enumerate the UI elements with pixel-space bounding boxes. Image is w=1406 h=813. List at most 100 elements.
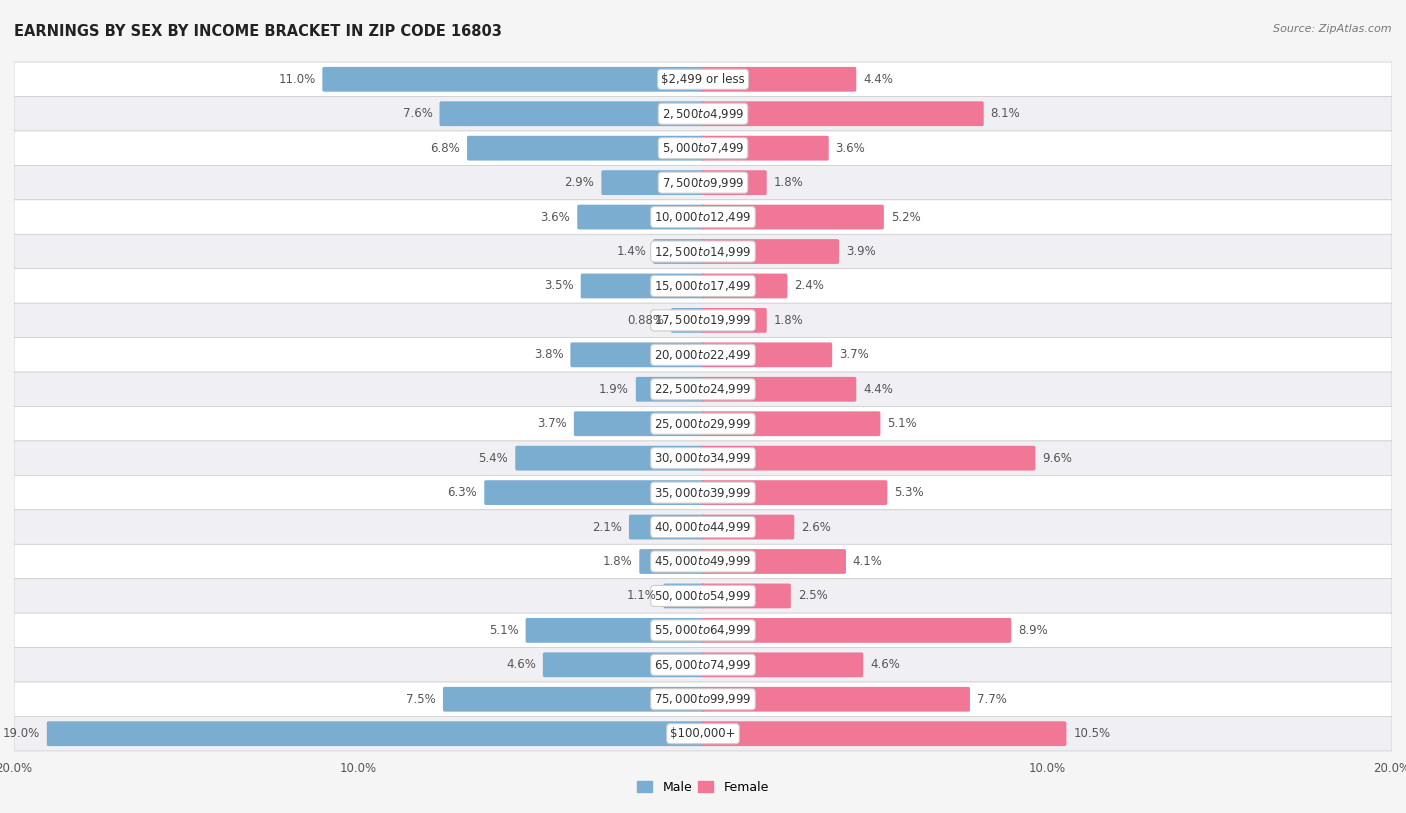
Text: 5.1%: 5.1%: [887, 417, 917, 430]
FancyBboxPatch shape: [702, 515, 794, 540]
Text: 4.4%: 4.4%: [863, 73, 893, 86]
Text: 5.2%: 5.2%: [891, 211, 921, 224]
FancyBboxPatch shape: [640, 549, 704, 574]
Text: 8.9%: 8.9%: [1018, 624, 1047, 637]
FancyBboxPatch shape: [636, 377, 704, 402]
Text: 5.3%: 5.3%: [894, 486, 924, 499]
Text: $50,000 to $54,999: $50,000 to $54,999: [654, 589, 752, 603]
FancyBboxPatch shape: [702, 67, 856, 92]
Text: 2.5%: 2.5%: [797, 589, 828, 602]
FancyBboxPatch shape: [14, 131, 1392, 165]
Text: 3.6%: 3.6%: [541, 211, 571, 224]
Text: 1.8%: 1.8%: [773, 176, 803, 189]
FancyBboxPatch shape: [702, 102, 984, 126]
FancyBboxPatch shape: [702, 205, 884, 229]
FancyBboxPatch shape: [702, 170, 766, 195]
Text: $65,000 to $74,999: $65,000 to $74,999: [654, 658, 752, 672]
FancyBboxPatch shape: [14, 97, 1392, 131]
FancyBboxPatch shape: [702, 411, 880, 436]
Text: 1.4%: 1.4%: [616, 245, 647, 258]
FancyBboxPatch shape: [702, 273, 787, 298]
FancyBboxPatch shape: [14, 337, 1392, 372]
Text: $22,500 to $24,999: $22,500 to $24,999: [654, 382, 752, 396]
FancyBboxPatch shape: [702, 136, 828, 161]
Text: 7.5%: 7.5%: [406, 693, 436, 706]
FancyBboxPatch shape: [526, 618, 704, 643]
FancyBboxPatch shape: [14, 234, 1392, 269]
Text: 1.8%: 1.8%: [603, 555, 633, 568]
Text: 7.7%: 7.7%: [977, 693, 1007, 706]
Text: $40,000 to $44,999: $40,000 to $44,999: [654, 520, 752, 534]
FancyBboxPatch shape: [14, 165, 1392, 200]
Text: $5,000 to $7,499: $5,000 to $7,499: [662, 141, 744, 155]
FancyBboxPatch shape: [14, 441, 1392, 476]
Text: 19.0%: 19.0%: [3, 727, 39, 740]
FancyBboxPatch shape: [702, 652, 863, 677]
Text: 3.6%: 3.6%: [835, 141, 865, 154]
Text: 5.1%: 5.1%: [489, 624, 519, 637]
FancyBboxPatch shape: [440, 102, 704, 126]
Text: $35,000 to $39,999: $35,000 to $39,999: [654, 485, 752, 500]
FancyBboxPatch shape: [543, 652, 704, 677]
FancyBboxPatch shape: [14, 682, 1392, 716]
Text: $20,000 to $22,499: $20,000 to $22,499: [654, 348, 752, 362]
Text: 9.6%: 9.6%: [1042, 452, 1073, 465]
Text: 2.1%: 2.1%: [592, 520, 621, 533]
FancyBboxPatch shape: [571, 342, 704, 367]
FancyBboxPatch shape: [14, 544, 1392, 579]
Text: $10,000 to $12,499: $10,000 to $12,499: [654, 210, 752, 224]
Text: $12,500 to $14,999: $12,500 to $14,999: [654, 245, 752, 259]
FancyBboxPatch shape: [14, 62, 1392, 97]
FancyBboxPatch shape: [702, 446, 1035, 471]
FancyBboxPatch shape: [484, 480, 704, 505]
Text: 1.9%: 1.9%: [599, 383, 628, 396]
Text: 6.8%: 6.8%: [430, 141, 460, 154]
Text: 2.4%: 2.4%: [794, 280, 824, 293]
Text: EARNINGS BY SEX BY INCOME BRACKET IN ZIP CODE 16803: EARNINGS BY SEX BY INCOME BRACKET IN ZIP…: [14, 24, 502, 39]
Text: $30,000 to $34,999: $30,000 to $34,999: [654, 451, 752, 465]
FancyBboxPatch shape: [581, 273, 704, 298]
FancyBboxPatch shape: [14, 716, 1392, 751]
Text: 2.9%: 2.9%: [565, 176, 595, 189]
Text: 2.6%: 2.6%: [801, 520, 831, 533]
FancyBboxPatch shape: [46, 721, 704, 746]
Text: 11.0%: 11.0%: [278, 73, 315, 86]
FancyBboxPatch shape: [14, 476, 1392, 510]
FancyBboxPatch shape: [14, 406, 1392, 441]
FancyBboxPatch shape: [602, 170, 704, 195]
Text: $45,000 to $49,999: $45,000 to $49,999: [654, 554, 752, 568]
FancyBboxPatch shape: [671, 308, 704, 333]
Text: $55,000 to $64,999: $55,000 to $64,999: [654, 624, 752, 637]
FancyBboxPatch shape: [702, 687, 970, 711]
FancyBboxPatch shape: [702, 480, 887, 505]
FancyBboxPatch shape: [702, 549, 846, 574]
Text: $75,000 to $99,999: $75,000 to $99,999: [654, 692, 752, 706]
Text: 4.4%: 4.4%: [863, 383, 893, 396]
FancyBboxPatch shape: [14, 648, 1392, 682]
FancyBboxPatch shape: [515, 446, 704, 471]
Text: 4.6%: 4.6%: [506, 659, 536, 672]
Text: 10.5%: 10.5%: [1073, 727, 1111, 740]
FancyBboxPatch shape: [14, 613, 1392, 648]
FancyBboxPatch shape: [702, 377, 856, 402]
FancyBboxPatch shape: [467, 136, 704, 161]
FancyBboxPatch shape: [702, 721, 1066, 746]
Text: 8.1%: 8.1%: [991, 107, 1021, 120]
Text: $2,500 to $4,999: $2,500 to $4,999: [662, 107, 744, 121]
Text: 1.1%: 1.1%: [627, 589, 657, 602]
FancyBboxPatch shape: [702, 308, 766, 333]
Text: 3.7%: 3.7%: [537, 417, 567, 430]
FancyBboxPatch shape: [443, 687, 704, 711]
Legend: Male, Female: Male, Female: [633, 776, 773, 799]
Text: 1.8%: 1.8%: [773, 314, 803, 327]
FancyBboxPatch shape: [628, 515, 704, 540]
FancyBboxPatch shape: [14, 579, 1392, 613]
FancyBboxPatch shape: [14, 510, 1392, 544]
FancyBboxPatch shape: [14, 303, 1392, 337]
Text: 4.6%: 4.6%: [870, 659, 900, 672]
Text: 6.3%: 6.3%: [447, 486, 478, 499]
Text: 3.7%: 3.7%: [839, 348, 869, 361]
Text: 5.4%: 5.4%: [478, 452, 509, 465]
FancyBboxPatch shape: [702, 239, 839, 264]
FancyBboxPatch shape: [652, 239, 704, 264]
